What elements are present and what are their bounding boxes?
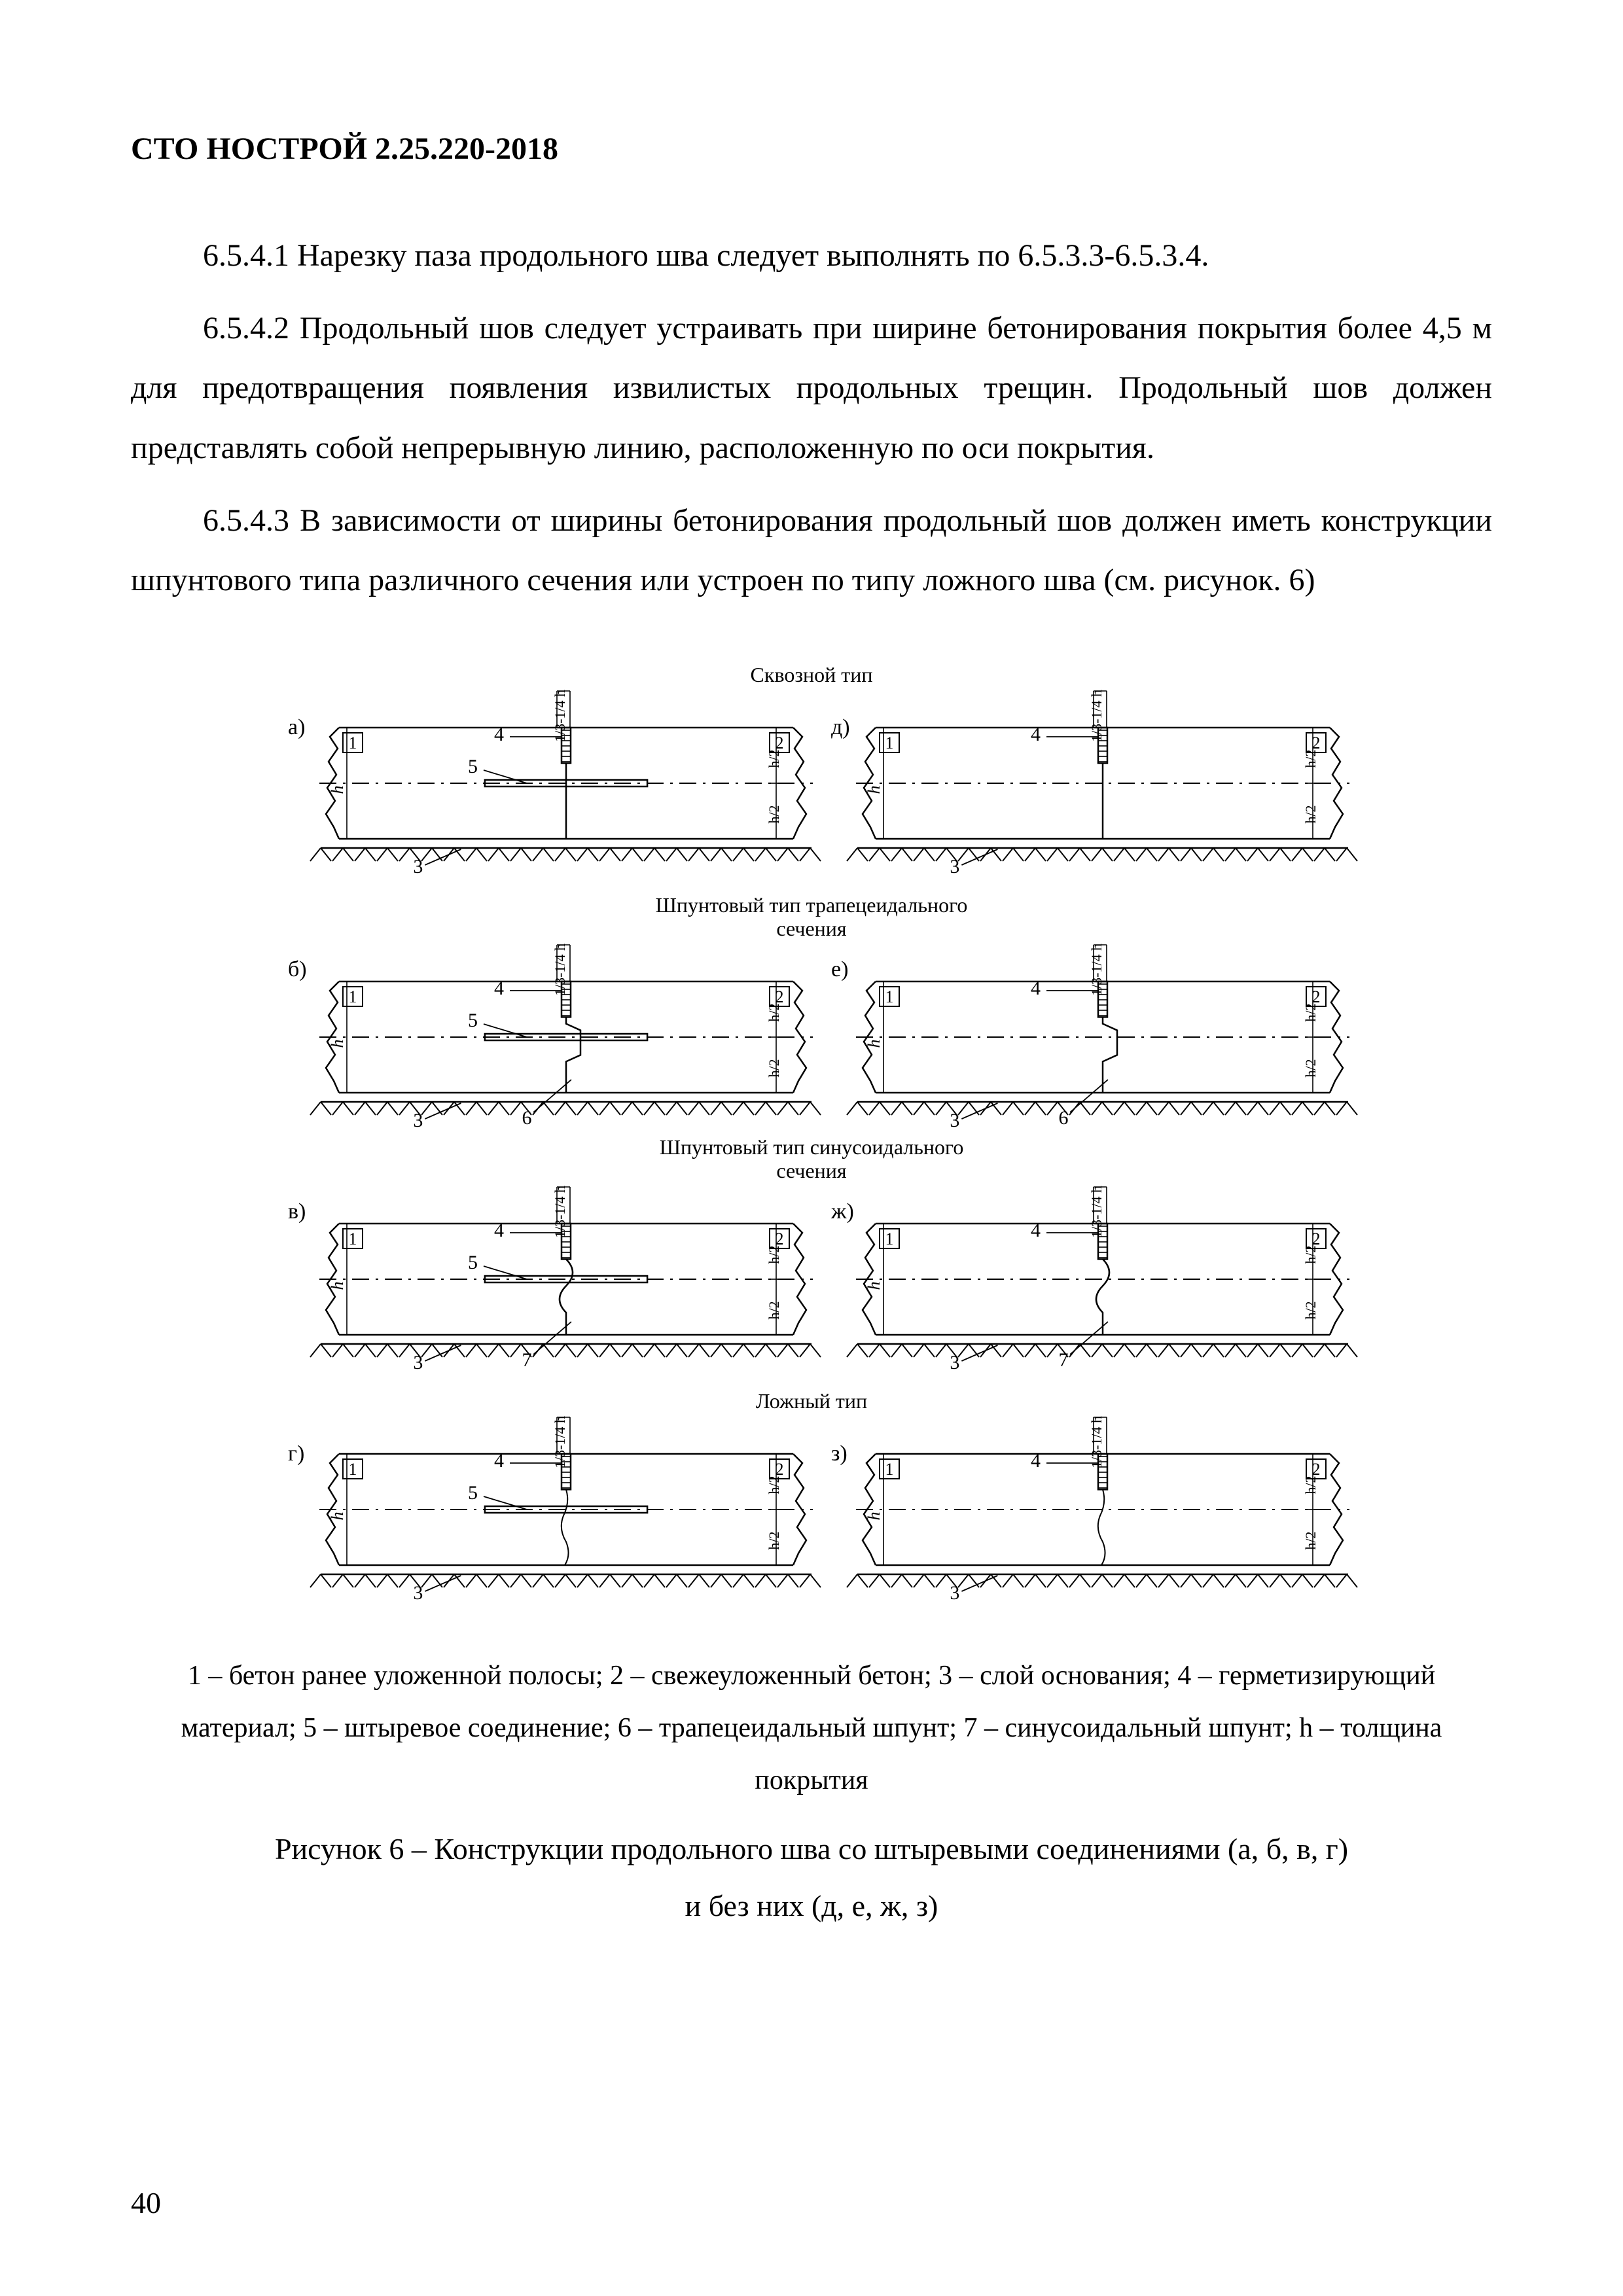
svg-text:h: h <box>865 1512 883 1521</box>
figure-6-caption: Рисунок 6 – Конструкции продольного шва … <box>131 1820 1492 1935</box>
svg-text:5: 5 <box>468 1252 478 1273</box>
svg-text:h: h <box>865 786 883 794</box>
doc-header: СТО НОСТРОЙ 2.25.220-2018 <box>131 131 1492 167</box>
svg-text:6: 6 <box>1059 1107 1069 1129</box>
svg-text:7: 7 <box>1059 1349 1069 1371</box>
svg-text:сечения: сечения <box>776 917 847 940</box>
svg-text:е): е) <box>831 957 848 981</box>
svg-text:1: 1 <box>885 733 894 752</box>
svg-text:з): з) <box>831 1441 847 1466</box>
svg-text:h/2: h/2 <box>766 1532 782 1550</box>
svg-text:1: 1 <box>349 1460 357 1479</box>
svg-text:4: 4 <box>494 1220 504 1241</box>
svg-text:h/2: h/2 <box>1302 805 1319 824</box>
figure-6-svg: Сквозной типа)д)1/3-1/4 h1245h/2h/2h31/3… <box>236 629 1387 1624</box>
figure-6-legend: 1 – бетон ранее уложенной полосы; 2 – св… <box>131 1650 1492 1807</box>
svg-text:6: 6 <box>522 1107 532 1129</box>
caption-line-2: и без них (д, е, ж, з) <box>685 1889 938 1922</box>
svg-text:3: 3 <box>950 1582 959 1604</box>
svg-text:h: h <box>865 1040 883 1048</box>
svg-text:h/2: h/2 <box>766 1246 782 1264</box>
svg-text:h/2: h/2 <box>1302 750 1319 768</box>
svg-text:h: h <box>328 1282 347 1290</box>
svg-text:а): а) <box>288 715 305 739</box>
svg-text:Шпунтовый тип синусоидального: Шпунтовый тип синусоидального <box>660 1135 964 1159</box>
svg-text:1/3-1/4 h: 1/3-1/4 h <box>552 1416 568 1468</box>
svg-text:Шпунтовый тип трапецеидального: Шпунтовый тип трапецеидального <box>656 893 968 917</box>
legend-text: 1 – бетон ранее уложенной полосы; 2 – св… <box>181 1661 1442 1795</box>
svg-text:4: 4 <box>494 978 504 999</box>
svg-text:1/3-1/4 h: 1/3-1/4 h <box>1088 690 1105 742</box>
para-text: 6.5.4.2 Продольный шов следует устраиват… <box>131 311 1492 465</box>
svg-text:4: 4 <box>494 724 504 745</box>
svg-text:h/2: h/2 <box>1302 1301 1319 1320</box>
para-text: 6.5.4.1 Нарезку паза продольного шва сле… <box>203 238 1209 273</box>
svg-text:h/2: h/2 <box>766 1004 782 1022</box>
svg-text:h/2: h/2 <box>766 1301 782 1320</box>
svg-text:h/2: h/2 <box>766 750 782 768</box>
svg-text:4: 4 <box>494 1450 504 1472</box>
svg-text:3: 3 <box>413 1352 423 1373</box>
caption-line-1: Рисунок 6 – Конструкции продольного шва … <box>275 1832 1348 1865</box>
svg-text:5: 5 <box>468 756 478 777</box>
svg-text:4: 4 <box>1031 724 1041 745</box>
svg-text:Сквозной тип: Сквозной тип <box>751 663 873 686</box>
svg-text:1: 1 <box>885 987 894 1006</box>
svg-text:h/2: h/2 <box>1302 1004 1319 1022</box>
svg-text:1/3-1/4 h: 1/3-1/4 h <box>1088 944 1105 996</box>
svg-text:h: h <box>865 1282 883 1290</box>
svg-text:ж): ж) <box>830 1199 854 1224</box>
svg-text:3: 3 <box>413 856 423 877</box>
paragraph-6-5-4-3: 6.5.4.3 В зависимости от ширины бетониро… <box>131 491 1492 610</box>
svg-text:3: 3 <box>413 1110 423 1131</box>
paragraph-6-5-4-1: 6.5.4.1 Нарезку паза продольного шва сле… <box>131 226 1492 285</box>
svg-text:5: 5 <box>468 1482 478 1504</box>
svg-text:h/2: h/2 <box>1302 1246 1319 1264</box>
svg-text:1/3-1/4 h: 1/3-1/4 h <box>552 944 568 996</box>
svg-text:h/2: h/2 <box>1302 1059 1319 1078</box>
svg-text:h/2: h/2 <box>766 1476 782 1494</box>
svg-text:4: 4 <box>1031 1220 1041 1241</box>
svg-text:h/2: h/2 <box>1302 1532 1319 1550</box>
figure-6: Сквозной типа)д)1/3-1/4 h1245h/2h/2h31/3… <box>131 629 1492 1624</box>
svg-text:4: 4 <box>1031 1450 1041 1472</box>
svg-text:сечения: сечения <box>776 1159 847 1182</box>
svg-text:б): б) <box>288 957 307 981</box>
svg-text:1/3-1/4 h: 1/3-1/4 h <box>1088 1416 1105 1468</box>
svg-text:h: h <box>328 786 347 794</box>
svg-text:1/3-1/4 h: 1/3-1/4 h <box>552 1186 568 1238</box>
svg-text:1/3-1/4 h: 1/3-1/4 h <box>552 690 568 742</box>
svg-text:h/2: h/2 <box>766 805 782 824</box>
svg-text:h: h <box>328 1040 347 1048</box>
svg-text:в): в) <box>288 1199 306 1224</box>
page-number: 40 <box>131 2185 161 2220</box>
svg-text:3: 3 <box>950 1352 959 1373</box>
svg-text:г): г) <box>288 1441 304 1466</box>
svg-text:1: 1 <box>349 987 357 1006</box>
svg-text:1: 1 <box>349 733 357 752</box>
svg-text:д): д) <box>831 715 850 739</box>
para-text: 6.5.4.3 В зависимости от ширины бетониро… <box>131 503 1492 597</box>
svg-text:4: 4 <box>1031 978 1041 999</box>
svg-text:1/3-1/4 h: 1/3-1/4 h <box>1088 1186 1105 1238</box>
svg-text:3: 3 <box>950 856 959 877</box>
svg-text:h: h <box>328 1512 347 1521</box>
svg-text:3: 3 <box>413 1582 423 1604</box>
svg-text:h/2: h/2 <box>1302 1476 1319 1494</box>
svg-text:1: 1 <box>885 1460 894 1479</box>
svg-text:5: 5 <box>468 1010 478 1031</box>
svg-text:h/2: h/2 <box>766 1059 782 1078</box>
svg-text:3: 3 <box>950 1110 959 1131</box>
svg-text:Ложный тип: Ложный тип <box>756 1389 867 1413</box>
paragraph-6-5-4-2: 6.5.4.2 Продольный шов следует устраиват… <box>131 298 1492 478</box>
svg-text:7: 7 <box>522 1349 532 1371</box>
svg-text:1: 1 <box>349 1229 357 1248</box>
svg-text:1: 1 <box>885 1229 894 1248</box>
